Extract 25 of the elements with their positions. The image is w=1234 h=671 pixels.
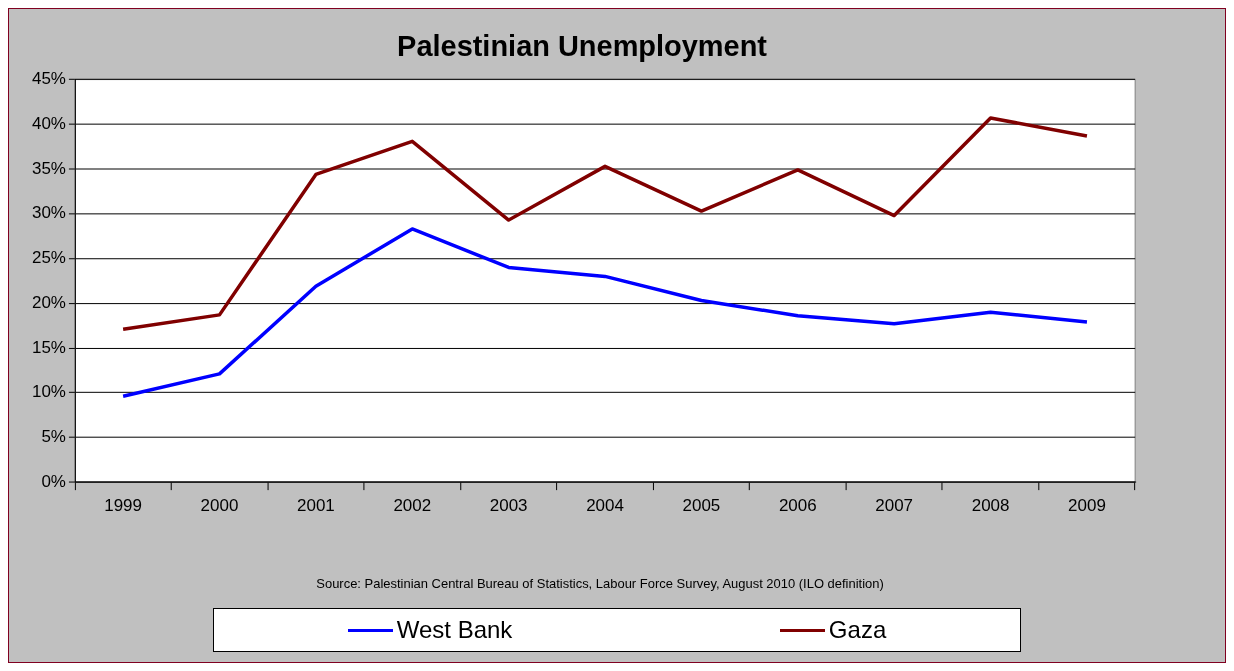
x-tick-label: 2005 [682,495,721,515]
y-tick-label: 10% [31,382,66,402]
x-tick-label: 2009 [1068,495,1106,515]
source-note: Source: Palestinian Central Bureau of Statistics, Labour Force Survey, August 2010 (ILO definition) [316,575,884,591]
y-tick-label: 40% [31,114,66,133]
x-tick-label: 2000 [200,495,239,515]
y-tick-label: 45% [31,69,66,89]
x-tick-label: 2008 [971,495,1010,515]
x-tick-label: 2002 [393,495,432,515]
y-tick-label: 25% [31,248,66,268]
y-tick-label: 5% [41,427,66,447]
y-tick-label: 30% [31,203,66,223]
x-tick-label: 2003 [489,495,528,515]
x-tick-label: 2004 [586,495,624,515]
x-tick-label: 2007 [875,495,914,515]
legend-label: West Bank [396,616,513,644]
x-tick-label: 2006 [778,495,817,515]
y-tick-label: 15% [31,337,66,357]
x-tick-label: 2001 [297,495,335,515]
y-tick-label: 20% [31,292,66,312]
legend-label: Gaza [828,616,887,644]
chart-title: Palestinian Unemployment [397,30,768,63]
y-tick-label: 35% [31,158,66,178]
y-tick-label: 0% [41,471,66,491]
x-tick-label: 1999 [104,495,142,515]
